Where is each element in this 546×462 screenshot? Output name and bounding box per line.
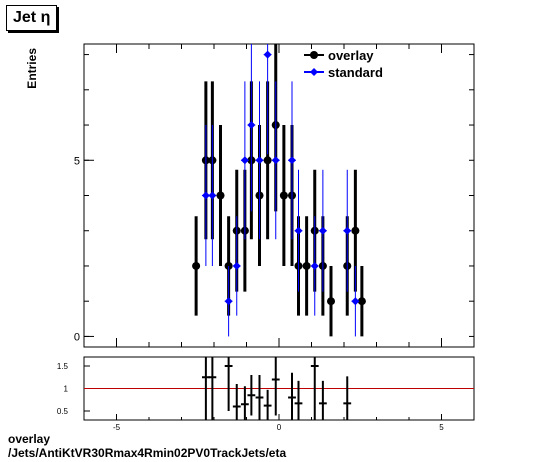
overlay-point <box>302 261 311 270</box>
standard-point <box>247 121 256 130</box>
standard-point <box>294 226 303 235</box>
legend-label-standard: standard <box>328 65 383 80</box>
footer-label: overlay <box>8 432 51 446</box>
legend-marker-overlay <box>310 51 318 59</box>
main-plot-frame <box>83 43 475 348</box>
ratio-x-tick-label: -5 <box>113 423 121 432</box>
standard-point <box>224 297 233 306</box>
standard-point <box>271 156 280 165</box>
ratio-x-tick-label: 0 <box>277 423 282 432</box>
standard-point <box>240 156 249 165</box>
overlay-point <box>216 191 225 200</box>
overlay-point <box>263 156 272 165</box>
overlay-point <box>351 226 360 235</box>
footer-path: /Jets/AntiKtVR30Rmax4Rmin02PV0TrackJets/… <box>8 446 287 460</box>
standard-point <box>201 191 210 200</box>
standard-point <box>208 191 217 200</box>
standard-point <box>255 156 264 165</box>
legend-marker-standard <box>310 68 318 76</box>
ratio-y-tick-label: 1 <box>64 385 69 394</box>
overlay-point <box>279 191 288 200</box>
main-y-tick-label: 5 <box>74 155 80 167</box>
main-y-tick-label: 0 <box>74 331 80 343</box>
standard-point <box>263 50 272 59</box>
ratio-x-tick-label: 5 <box>439 423 444 432</box>
main-y-axis-label: Entries <box>25 48 39 89</box>
legend-label-overlay: overlay <box>328 48 374 63</box>
standard-point <box>351 297 360 306</box>
ratio-y-tick-label: 0.5 <box>57 407 69 416</box>
plot-title: Jet η <box>6 5 58 31</box>
standard-point <box>343 226 352 235</box>
standard-point <box>232 261 241 270</box>
standard-point <box>318 226 327 235</box>
standard-point <box>310 261 319 270</box>
standard-point <box>288 156 296 165</box>
ratio-y-tick-label: 1.5 <box>57 362 69 371</box>
overlay-point <box>357 297 366 306</box>
overlay-point <box>327 297 335 306</box>
overlay-point <box>192 261 201 270</box>
